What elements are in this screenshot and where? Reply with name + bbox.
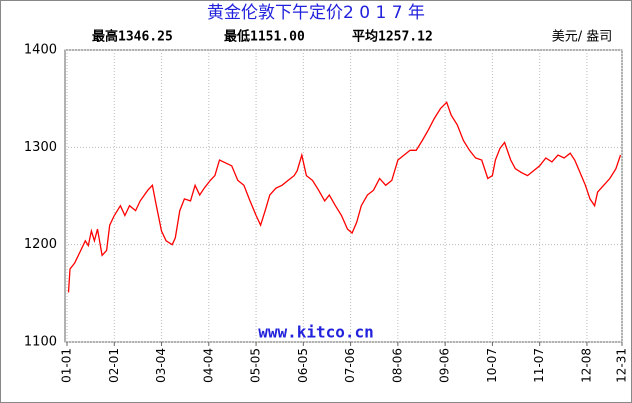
y-tick-label: 1300 bbox=[24, 140, 57, 155]
stat-low: 最低1151.00 bbox=[224, 29, 305, 45]
chart-title: 黄金伦敦下午定价2 0 1 7 年 bbox=[207, 3, 425, 23]
watermark: www.kitco.cn bbox=[258, 323, 374, 342]
x-tick-label: 05-05 bbox=[249, 348, 263, 383]
x-tick-label: 02-01 bbox=[107, 348, 121, 383]
x-tick-label: 10-07 bbox=[485, 348, 499, 383]
plot-area bbox=[64, 49, 623, 343]
x-tick-label: 11-07 bbox=[532, 348, 546, 383]
stat-high: 最高1346.25 bbox=[92, 29, 173, 45]
y-tick-label: 1200 bbox=[24, 237, 57, 252]
x-tick-label: 03-04 bbox=[154, 348, 168, 383]
x-tick-label: 12-31 bbox=[615, 348, 629, 383]
x-tick-label: 06-05 bbox=[296, 348, 310, 383]
y-tick-label: 1400 bbox=[24, 43, 57, 58]
x-tick-label: 09-06 bbox=[438, 348, 452, 383]
price-line bbox=[67, 101, 622, 293]
x-tick-label: 04-04 bbox=[201, 348, 215, 383]
x-tick-label: 12-08 bbox=[579, 348, 593, 383]
x-tick-label: 01-01 bbox=[60, 348, 74, 383]
unit: 美元/ 盎司 bbox=[552, 30, 613, 45]
stat-avg: 平均1257.12 bbox=[352, 29, 433, 45]
y-tick-label: 1100 bbox=[24, 335, 57, 350]
x-tick-label: 07-06 bbox=[343, 348, 357, 383]
x-tick-label: 08-06 bbox=[390, 348, 404, 383]
